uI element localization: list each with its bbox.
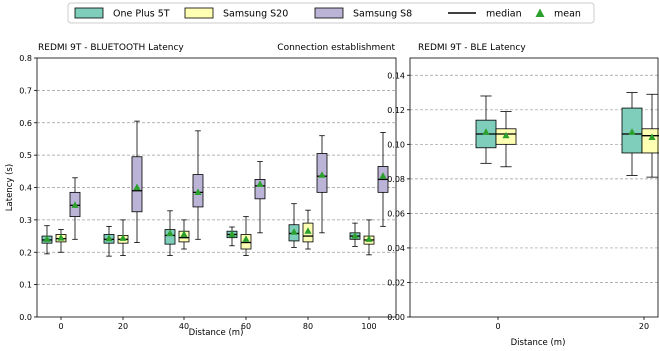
box-plot [302,209,314,250]
box-plot [254,161,266,234]
left-x-axis-label: Distance (m) [189,328,244,338]
y-tick-label: 0.8 [19,54,32,63]
box-plot [117,219,129,256]
y-tick-label: 0.14 [387,71,405,80]
box-mean-marker [180,230,188,238]
y-tick-label: 0.1 [19,281,32,290]
box-mean-marker [628,128,636,135]
box-mean-marker [119,234,127,241]
box-mean-marker [290,228,298,235]
box-mean-marker [502,131,510,139]
box-mean-marker [228,230,236,238]
box-plot [131,120,143,243]
box-plot [69,177,81,240]
box-mean-marker [43,235,51,242]
box-plot [164,210,176,256]
left-chart-title: REDMI 9T - BLUETOOTH Latency [38,43,184,53]
y-tick-label: 0.7 [19,86,32,95]
x-tick-label: 20 [118,322,128,331]
left-y-axis-label: Latency (s) [5,164,15,211]
x-tick-label: 100 [361,322,376,331]
box-mean-marker [304,227,312,234]
y-tick-label: 0.6 [19,119,32,128]
box-mean-marker [133,183,141,191]
box-plot [41,225,53,255]
box-plot [288,203,300,248]
y-tick-label: 0.4 [19,184,32,193]
box-plot [475,95,497,164]
box-plot [377,132,389,227]
box-mean-marker [242,235,250,242]
legend-label-mean: mean [554,9,581,20]
box-plot [495,111,517,168]
x-tick-label: 0 [495,322,500,331]
legend-swatch-samsung-s8 [314,7,344,19]
plot-frame [36,57,397,318]
legend-label-samsung-s8: Samsung S8 [353,9,412,20]
plot-frame [409,57,659,318]
x-tick-label: 60 [241,322,251,331]
box-mean-marker [318,171,326,178]
box-mean-marker [105,234,113,242]
chart-panel-0: 0.0 0.1 0.2 0.3 0.4 0.5 0.6 0.7 0.8 0 20 40 60 80 100 [19,54,397,331]
box-plot [316,135,328,234]
y-tick-label: 0.06 [387,209,405,218]
legend-label-one-plus: One Plus 5T [113,9,170,20]
x-tick-label: 20 [639,322,649,331]
legend-swatch-mean [535,8,545,17]
y-tick-label: 0.08 [387,175,405,184]
x-tick-label: 80 [303,322,313,331]
box-plot [621,92,643,176]
box-plot [178,219,190,250]
box-plot [226,226,238,247]
box-mean-marker [648,133,656,141]
box-mean-marker [482,128,490,135]
y-tick-label: 0.2 [19,248,32,257]
box-plot [103,225,115,257]
box-mean-marker [71,201,79,208]
legend-swatch-one-plus [74,7,104,19]
y-tick-label: 0.02 [387,278,405,287]
left-chart-subtitle: Connection establishment [277,43,395,53]
box-mean-marker [365,235,373,242]
box-plot [363,219,375,256]
legend: One Plus 5T Samsung S20 Samsung S8 media… [67,2,595,24]
box-plot [55,229,67,253]
chart-panel-1: 0.00 0.02 0.04 0.06 0.08 0.10 0.12 0.14 0 20 [387,57,659,331]
box-iqr [254,179,266,200]
x-tick-label: 0 [58,322,63,331]
y-tick-label: 0.04 [387,244,405,253]
legend-label-median: median [486,9,522,20]
y-tick-label: 0.0 [19,313,32,322]
box-plot [641,93,659,178]
box-iqr [641,128,659,154]
right-chart-title: REDMI 9T - BLE Latency [418,43,526,53]
box-mean-marker [166,229,174,237]
box-mean-marker [57,234,65,241]
box-plot [240,216,252,256]
box-plot [349,222,361,247]
box-plot [192,130,204,240]
box-mean-marker [351,232,359,239]
y-tick-label: 0.12 [387,106,405,115]
y-tick-label: 0.00 [387,313,405,322]
y-tick-label: 0.10 [387,140,405,149]
right-x-axis-label: Distance (m) [511,338,566,348]
y-tick-label: 0.3 [19,216,32,225]
legend-swatch-samsung-s20 [184,7,214,19]
legend-label-samsung-s20: Samsung S20 [223,9,288,20]
box-mean-marker [379,172,387,179]
y-tick-label: 0.5 [19,151,32,160]
box-mean-marker [256,180,264,187]
x-tick-label: 40 [179,322,189,331]
box-mean-marker [194,188,202,195]
